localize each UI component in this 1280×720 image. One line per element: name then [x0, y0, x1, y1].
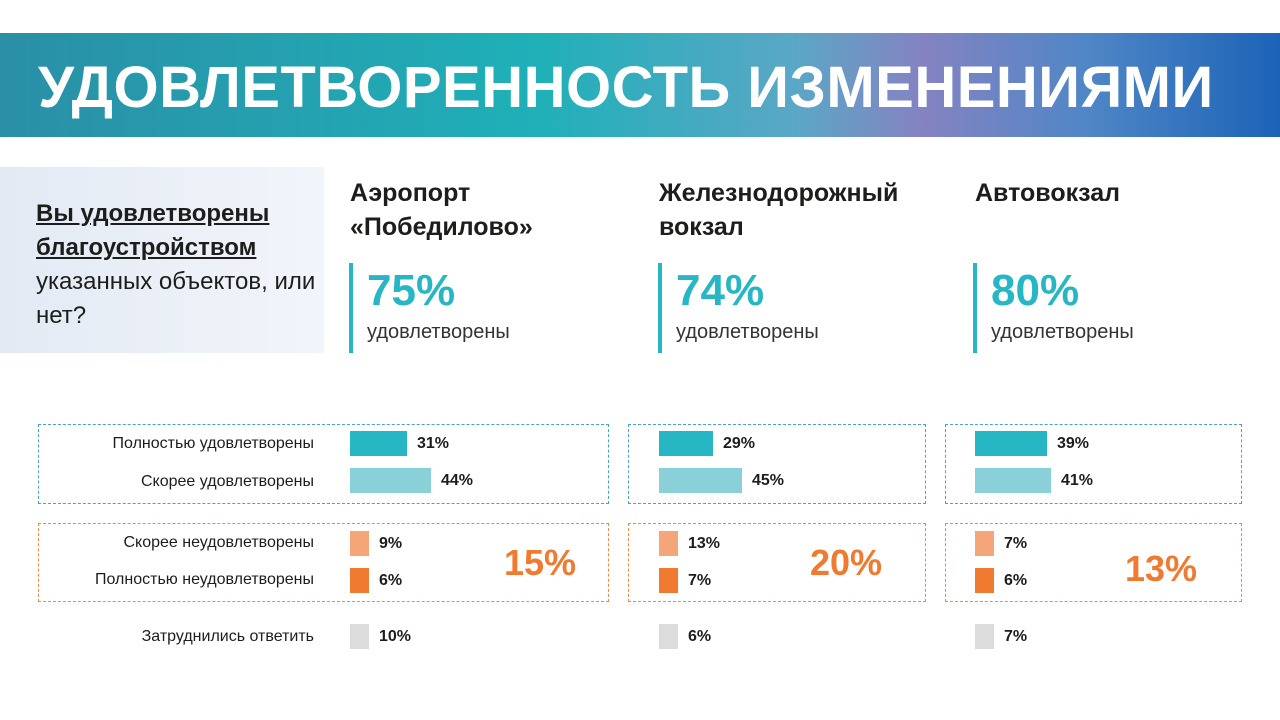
bar-bus-hard-to-answer	[975, 624, 994, 649]
bar-airport-fully-satisfied	[350, 431, 407, 456]
value-label-airport-fully-satisfied: 31%	[417, 435, 450, 452]
bar-railway-rather-dissatisfied	[659, 531, 678, 556]
bar-bus-fully-dissatisfied	[975, 568, 994, 593]
bar-airport-hard-to-answer	[350, 624, 369, 649]
bar-railway-fully-satisfied	[659, 431, 713, 456]
dissatisfied-total-bus: 13%	[1125, 548, 1198, 589]
value-label-railway-fully-satisfied: 29%	[723, 435, 756, 452]
dissatisfied-group-box-airport	[38, 523, 609, 602]
bar-railway-hard-to-answer	[659, 624, 678, 649]
row-label-hard-to-answer: Затруднились ответить	[141, 628, 314, 645]
kpi-label: удовлетворены	[991, 321, 1134, 343]
value-label-bus-rather-dissatisfied: 7%	[1004, 535, 1028, 552]
row-label-fully-dissatisfied: Полностью неудовлетворены	[95, 571, 314, 588]
kpi-bus: 80% удовлетворены	[973, 263, 1134, 353]
bar-bus-fully-satisfied	[975, 431, 1047, 456]
value-label-bus-hard-to-answer: 7%	[1004, 628, 1028, 645]
kpi-railway: 74% удовлетворены	[658, 263, 819, 353]
bar-airport-rather-dissatisfied	[350, 531, 369, 556]
satisfied-group-box-bus	[945, 424, 1242, 504]
bar-railway-rather-satisfied	[659, 468, 742, 493]
value-label-airport-hard-to-answer: 10%	[379, 628, 412, 645]
kpi-percent: 80%	[991, 266, 1080, 315]
location-title-railway: Железнодорожный вокзал	[659, 179, 899, 241]
row-label-rather-satisfied: Скорее удовлетворены	[141, 473, 314, 490]
value-label-bus-fully-dissatisfied: 6%	[1004, 572, 1028, 589]
bar-railway-fully-dissatisfied	[659, 568, 678, 593]
row-label-rather-dissatisfied: Скорее неудовлетворены	[123, 534, 314, 551]
value-label-railway-fully-dissatisfied: 7%	[688, 572, 712, 589]
kpi-airport: 75% удовлетворены	[349, 263, 510, 353]
bar-airport-fully-dissatisfied	[350, 568, 369, 593]
value-label-airport-fully-dissatisfied: 6%	[379, 572, 403, 589]
question-bold: Вы удовлетворены благоустройством	[36, 200, 270, 261]
question-rest: указанных объектов, или нет?	[36, 268, 316, 329]
dissatisfied-total-airport: 15%	[504, 542, 577, 583]
value-label-railway-rather-dissatisfied: 13%	[688, 535, 721, 552]
satisfied-group-box-railway	[628, 424, 926, 504]
value-label-bus-fully-satisfied: 39%	[1057, 435, 1090, 452]
question-box: Вы удовлетворены благоустройством указан…	[0, 167, 324, 353]
value-label-airport-rather-dissatisfied: 9%	[379, 535, 403, 552]
dissatisfied-total-railway: 20%	[810, 542, 883, 583]
value-label-bus-rather-satisfied: 41%	[1061, 472, 1094, 489]
kpi-percent: 74%	[676, 266, 765, 315]
location-title-bus: Автовокзал	[975, 179, 1120, 207]
bar-airport-rather-satisfied	[350, 468, 431, 493]
value-label-railway-hard-to-answer: 6%	[688, 628, 712, 645]
kpi-label: удовлетворены	[676, 321, 819, 343]
value-label-airport-rather-satisfied: 44%	[441, 472, 474, 489]
satisfied-group-box-airport	[38, 424, 609, 504]
location-title-airport: Аэропорт «Победилово»	[350, 179, 533, 241]
page-title: УДОВЛЕТВОРЕННОСТЬ ИЗМЕНЕНИЯМИ	[38, 55, 1214, 120]
dissatisfied-group-box-bus	[945, 523, 1242, 602]
bar-bus-rather-dissatisfied	[975, 531, 994, 556]
value-label-railway-rather-satisfied: 45%	[752, 472, 785, 489]
row-label-fully-satisfied: Полностью удовлетворены	[112, 435, 314, 452]
bar-bus-rather-satisfied	[975, 468, 1051, 493]
kpi-percent: 75%	[367, 266, 456, 315]
header-banner: УДОВЛЕТВОРЕННОСТЬ ИЗМЕНЕНИЯМИ	[0, 33, 1280, 137]
dissatisfied-group-box-railway	[628, 523, 926, 602]
kpi-label: удовлетворены	[367, 321, 510, 343]
